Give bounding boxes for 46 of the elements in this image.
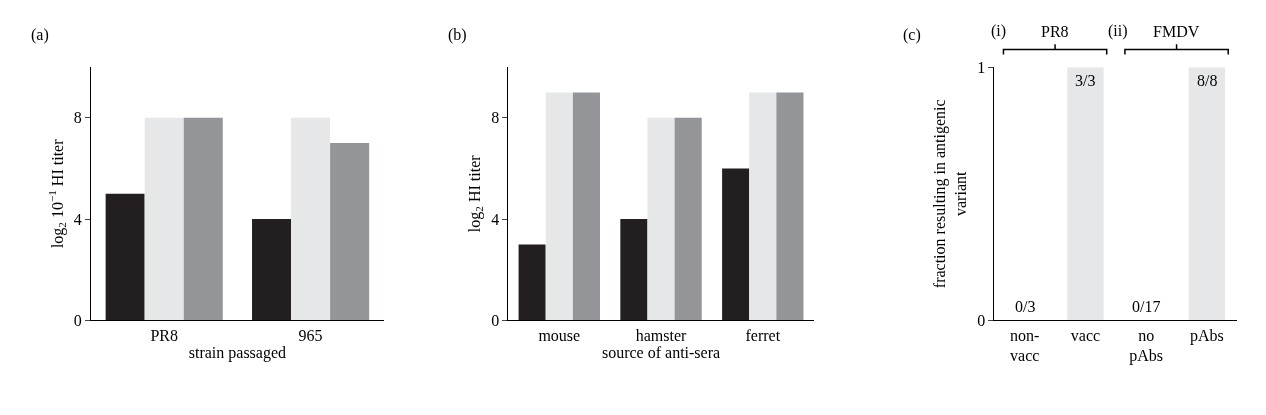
y-tick-label: 4 (73, 210, 82, 228)
bar (183, 117, 223, 321)
y-tick-label: 0 (73, 312, 82, 329)
bar (749, 92, 777, 321)
text: (ii) (1108, 22, 1128, 40)
x-tick-label: non- vacc (1010, 326, 1040, 365)
chart-title: (b) (448, 26, 467, 44)
x-tick-label: mouse (538, 326, 581, 344)
bar (647, 117, 675, 321)
text: FMDV (1153, 23, 1200, 40)
bar (674, 117, 702, 321)
x-axis-title: source of anti-sera (601, 344, 721, 362)
bar (252, 219, 292, 321)
bar (722, 168, 750, 321)
data-label: 3/3 (1075, 72, 1096, 89)
bar (330, 143, 370, 321)
bar (545, 92, 573, 321)
x-tick-label: 965 (298, 326, 323, 344)
bar (518, 244, 546, 321)
bar (291, 117, 331, 321)
data-label: 0/17 (1132, 298, 1161, 315)
x-tick-label: no pAbs (1129, 326, 1164, 366)
text: PR8 (1041, 23, 1069, 40)
x-tick-label: PR8 (150, 326, 178, 344)
y-tick-label: 8 (73, 109, 82, 127)
bar (105, 193, 145, 321)
chart-title: (a) (31, 26, 49, 44)
y-tick-label: 1 (977, 58, 986, 76)
data-label: 8/8 (1197, 72, 1218, 89)
chart-title: (c) (903, 26, 921, 44)
x-axis-title: strain passaged (188, 344, 287, 363)
x-tick-label: hamster (635, 326, 688, 344)
bar (144, 117, 184, 321)
x-tick-label: pAbs (1190, 326, 1224, 345)
y-tick-label: 0 (491, 312, 500, 329)
bar (776, 92, 804, 321)
x-tick-label: vacc (1070, 326, 1101, 344)
data-label: 0/3 (1015, 298, 1036, 315)
x-tick-label: ferret (745, 326, 781, 344)
y-tick-label: 8 (491, 109, 500, 127)
y-axis-title: fraction resulting in antigenic variant (931, 99, 970, 289)
y-tick-label: 4 (491, 210, 500, 228)
text: (i) (991, 22, 1007, 40)
bar (572, 92, 600, 321)
bar (620, 219, 648, 321)
y-tick-label: 0 (977, 312, 986, 329)
